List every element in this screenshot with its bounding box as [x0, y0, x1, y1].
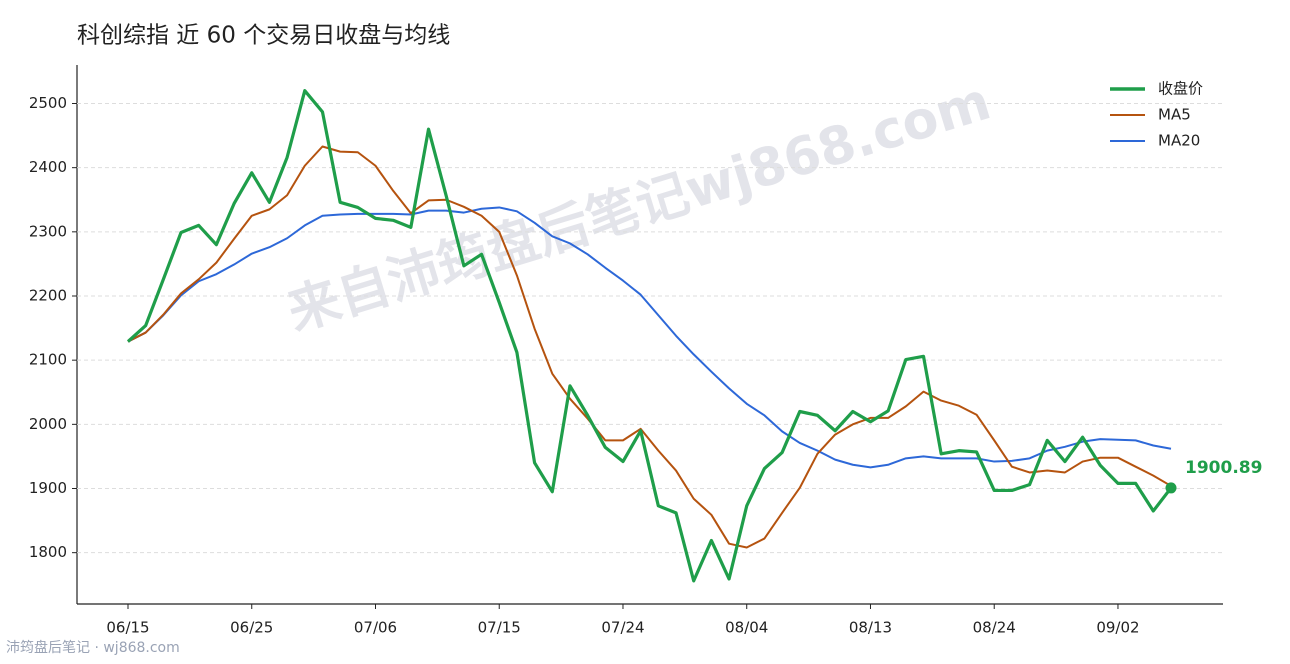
chart-title: 科创综指 近 60 个交易日收盘与均线 — [77, 23, 450, 49]
x-tick-label: 07/15 — [478, 619, 521, 637]
legend-label: MA20 — [1158, 132, 1200, 150]
x-tick-label: 07/24 — [601, 619, 644, 637]
y-tick-label: 2500 — [29, 94, 67, 112]
series-line — [127, 206, 1172, 469]
series-line — [127, 145, 1172, 549]
x-tick-label: 08/04 — [725, 619, 768, 637]
watermark: 来自沛筠盘后笔记wj868.com — [281, 72, 998, 343]
x-tick-label: 06/25 — [230, 619, 273, 637]
y-tick-label: 1800 — [29, 543, 67, 561]
last-value-label: 1900.89 — [1185, 458, 1262, 478]
footer: 沛筠盘后笔记 · wj868.com — [6, 639, 180, 656]
y-tick-label: 2400 — [29, 158, 67, 176]
x-tick-label: 09/02 — [1096, 619, 1139, 637]
x-tick-label: 08/13 — [849, 619, 892, 637]
y-tick-label: 1900 — [29, 479, 67, 497]
y-tick-label: 2000 — [29, 415, 67, 433]
x-tick-label: 08/24 — [973, 619, 1016, 637]
y-tick-label: 2200 — [29, 287, 67, 305]
x-tick-label: 06/15 — [106, 619, 149, 637]
legend-label: 收盘价 — [1158, 80, 1203, 98]
x-tick-label: 07/06 — [354, 619, 397, 637]
legend-label: MA5 — [1158, 106, 1191, 124]
series-line — [126, 89, 1173, 583]
y-tick-label: 2100 — [29, 351, 67, 369]
last-point — [1165, 482, 1177, 494]
y-tick-label: 2300 — [29, 222, 67, 240]
